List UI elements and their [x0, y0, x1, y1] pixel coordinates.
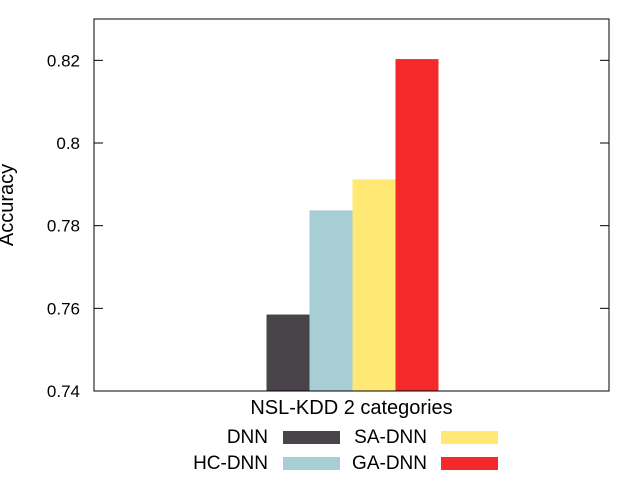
plot-frame: [93, 18, 610, 392]
legend-swatch-ga-dnn: [441, 457, 498, 470]
legend-label-sa-dnn: SA-DNN: [354, 427, 427, 448]
bar-hc-dnn: [309, 210, 353, 391]
y-tick-label: 0.8: [56, 134, 80, 153]
legend: DNN HC-DNN SA-DNN GA-DNN: [193, 427, 498, 474]
bar-ga-dnn: [395, 59, 439, 392]
y-axis-label: Accuracy: [0, 164, 18, 246]
legend-swatch-sa-dnn: [441, 431, 498, 444]
legend-swatch-hc-dnn: [283, 457, 340, 470]
y-tick-label: 0.82: [47, 51, 80, 70]
legend-swatch-dnn: [283, 431, 340, 444]
x-category-label: NSL-KDD 2 categories: [250, 397, 452, 419]
legend-label-dnn: DNN: [227, 427, 268, 448]
legend-label-hc-dnn: HC-DNN: [193, 453, 268, 474]
bar-group: [266, 59, 439, 392]
bar-dnn: [266, 314, 310, 391]
bar-sa-dnn: [352, 179, 396, 391]
y-tick-label: 0.74: [47, 382, 80, 401]
y-tick-label: 0.78: [47, 217, 80, 236]
y-axis: 0.74 0.76 0.78 0.8 0.82: [47, 51, 609, 401]
legend-label-ga-dnn: GA-DNN: [352, 453, 427, 474]
y-tick-label: 0.76: [47, 299, 80, 318]
